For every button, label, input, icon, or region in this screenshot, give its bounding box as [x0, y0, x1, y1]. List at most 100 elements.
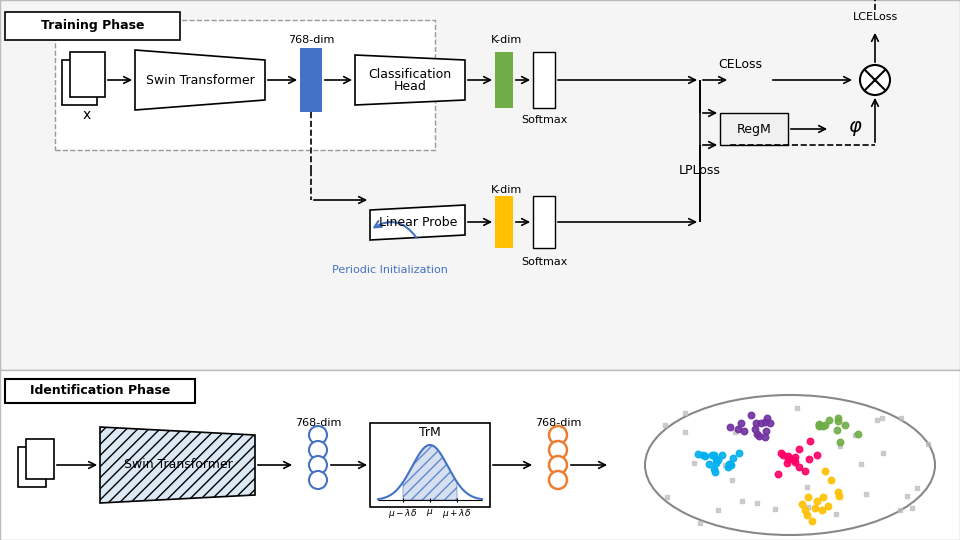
Text: $\mu$: $\mu$ — [426, 508, 434, 518]
Point — [677, 428, 692, 437]
Point — [816, 422, 831, 430]
Polygon shape — [135, 50, 265, 110]
Point — [802, 437, 817, 445]
Point — [875, 414, 890, 422]
Point — [685, 458, 701, 467]
Bar — [18, 447, 46, 487]
Text: Swin Transformer: Swin Transformer — [146, 73, 254, 86]
Point — [762, 418, 778, 427]
Circle shape — [309, 456, 327, 474]
Text: $\varphi$: $\varphi$ — [848, 119, 862, 138]
Point — [798, 467, 813, 476]
Point — [752, 431, 767, 440]
Point — [732, 449, 747, 457]
Point — [799, 510, 814, 519]
Point — [677, 408, 692, 417]
Text: RegM: RegM — [736, 123, 772, 136]
Point — [817, 420, 832, 429]
Point — [800, 502, 815, 511]
Point — [736, 427, 752, 436]
Point — [722, 460, 737, 468]
Text: CELoss: CELoss — [718, 58, 762, 71]
Point — [789, 404, 804, 413]
Text: Classification: Classification — [369, 68, 451, 80]
Point — [811, 420, 827, 428]
Text: x: x — [83, 108, 91, 122]
Point — [754, 418, 769, 427]
Point — [817, 467, 832, 475]
Point — [690, 449, 706, 458]
Point — [692, 519, 708, 528]
Text: TrM: TrM — [420, 427, 441, 440]
Point — [704, 451, 719, 460]
Point — [829, 426, 845, 435]
Polygon shape — [355, 55, 465, 105]
Circle shape — [549, 426, 567, 444]
Point — [774, 448, 789, 457]
Polygon shape — [370, 205, 465, 240]
Bar — [26, 439, 54, 479]
FancyArrowPatch shape — [374, 221, 417, 238]
Point — [837, 421, 852, 429]
Point — [791, 444, 806, 453]
Point — [876, 449, 891, 457]
Circle shape — [549, 471, 567, 489]
Point — [780, 452, 796, 461]
Circle shape — [860, 65, 890, 95]
Point — [767, 505, 782, 514]
Bar — [5, 379, 195, 403]
Point — [830, 487, 846, 496]
Text: $\mu+\lambda\delta$: $\mu+\lambda\delta$ — [443, 507, 471, 519]
Text: Softmax: Softmax — [521, 257, 567, 267]
Point — [658, 421, 673, 430]
Point — [858, 489, 874, 498]
Point — [780, 458, 795, 467]
Point — [750, 499, 765, 508]
Point — [797, 505, 812, 514]
Text: K-dim: K-dim — [492, 35, 522, 45]
Point — [707, 451, 722, 460]
Point — [830, 416, 846, 425]
Bar — [300, 48, 322, 112]
Point — [831, 491, 847, 500]
Point — [809, 497, 825, 506]
Point — [718, 461, 733, 469]
Bar — [533, 196, 555, 248]
Point — [900, 492, 915, 501]
Bar — [62, 60, 97, 105]
Point — [724, 461, 739, 469]
Point — [759, 414, 775, 422]
Point — [728, 427, 743, 436]
Bar — [5, 12, 180, 40]
Point — [701, 460, 716, 469]
Bar — [720, 113, 788, 145]
Point — [787, 458, 803, 467]
Text: LCELoss: LCELoss — [852, 12, 898, 22]
Bar — [70, 52, 105, 97]
Circle shape — [549, 456, 567, 474]
Point — [787, 456, 803, 465]
Point — [708, 468, 723, 476]
Point — [815, 492, 830, 501]
Text: Training Phase: Training Phase — [41, 19, 145, 32]
Point — [791, 462, 806, 471]
Point — [720, 462, 735, 471]
Point — [748, 419, 763, 428]
Point — [775, 450, 790, 459]
Point — [893, 506, 908, 515]
Bar — [55, 20, 435, 150]
Polygon shape — [100, 427, 255, 503]
Point — [848, 431, 863, 440]
Point — [904, 503, 920, 512]
Point — [801, 493, 816, 502]
Point — [811, 422, 827, 430]
Point — [731, 424, 746, 433]
Bar — [533, 52, 555, 108]
Point — [708, 454, 724, 463]
Circle shape — [309, 441, 327, 459]
Point — [709, 456, 725, 464]
Point — [828, 509, 844, 518]
Point — [853, 460, 869, 469]
Point — [733, 419, 749, 428]
Text: K-dim: K-dim — [492, 185, 522, 195]
